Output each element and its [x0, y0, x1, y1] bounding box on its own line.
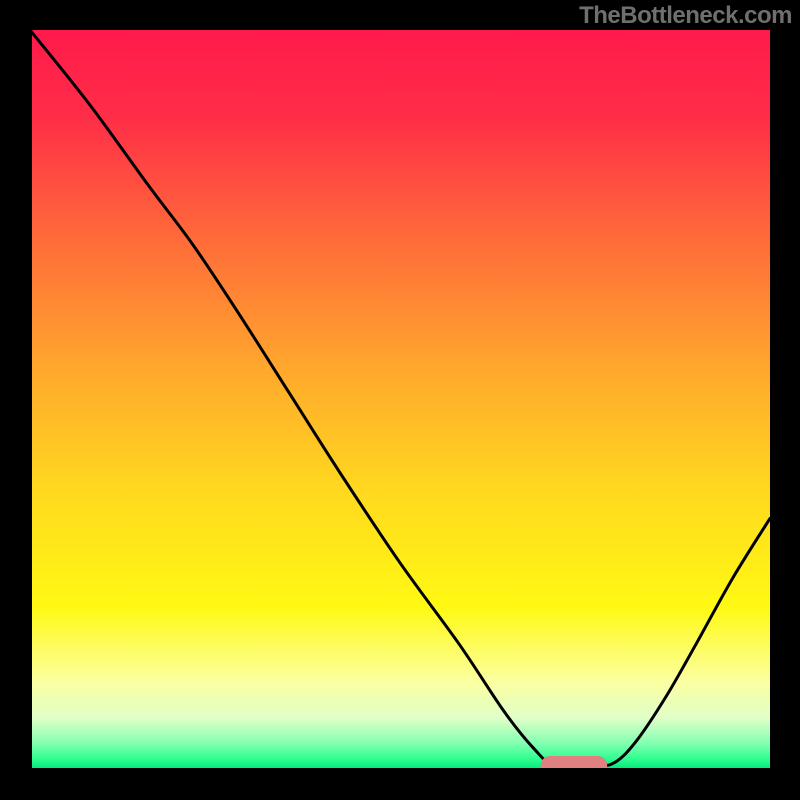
watermark-text: TheBottleneck.com: [579, 2, 792, 30]
plot-area: [30, 30, 770, 777]
chart-container: { "watermark": { "text": "TheBottleneck.…: [0, 0, 800, 800]
bottleneck-curve-chart: [0, 0, 800, 800]
gradient-background: [30, 30, 770, 770]
